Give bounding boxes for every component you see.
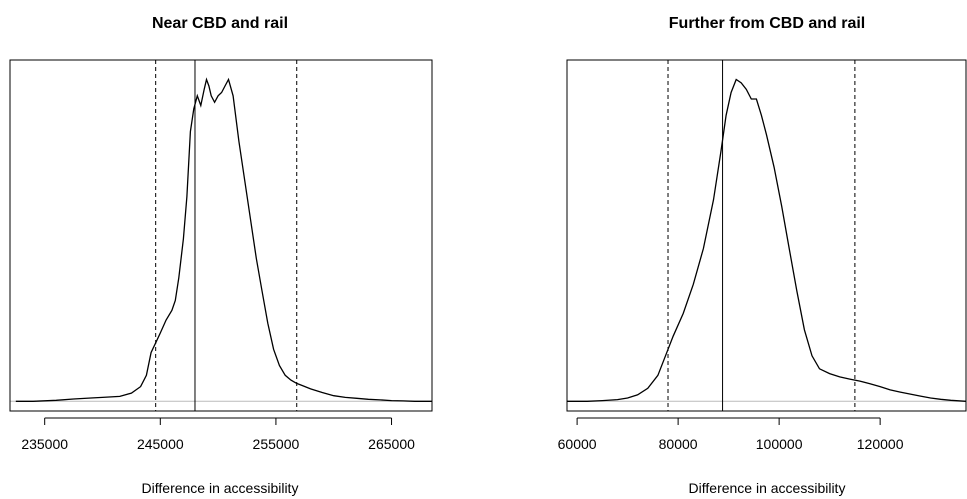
x-tick-label: 80000	[659, 436, 698, 452]
chart-title: Further from CBD and rail	[669, 15, 865, 32]
plot-frame	[9, 59, 433, 412]
x-tick-label: 235000	[21, 436, 68, 452]
density-curve	[567, 78, 967, 402]
x-tick-label: 120000	[857, 436, 904, 452]
x-tick-label: 245000	[137, 436, 184, 452]
x-tick-label: 100000	[756, 436, 803, 452]
x-tick-label: 60000	[558, 436, 597, 452]
x-axis-label: Difference in accessibility	[142, 480, 299, 496]
chart-title: Near CBD and rail	[152, 15, 288, 32]
density-curve	[15, 77, 432, 402]
x-axis-label: Difference in accessibility	[689, 480, 846, 496]
panel-near-cbd: Near CBD and rail 235000 245000 255000 2650…	[9, 15, 433, 496]
plot-frame	[566, 59, 967, 412]
panel-further-cbd: Further from CBD and rail 60000 80000 1000…	[558, 15, 967, 496]
x-tick-label: 265000	[368, 436, 415, 452]
x-tick-label: 255000	[253, 436, 300, 452]
